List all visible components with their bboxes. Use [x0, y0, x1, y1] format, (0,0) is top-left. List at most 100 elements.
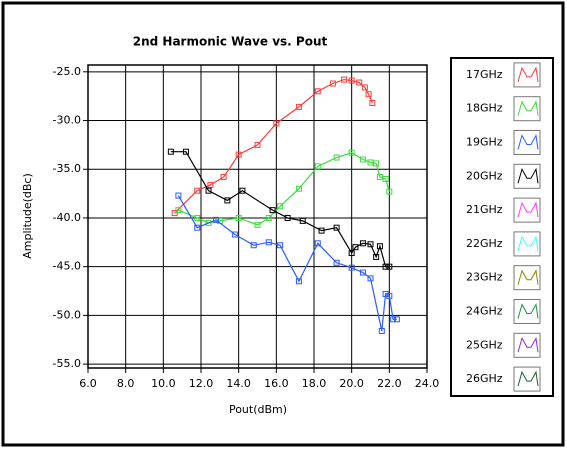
data-point	[329, 80, 336, 87]
legend-label: 19GHz	[466, 136, 503, 149]
data-point	[333, 154, 340, 161]
data-point	[194, 214, 201, 221]
legend-label: 20GHz	[466, 169, 503, 182]
data-point	[348, 149, 355, 156]
data-point	[235, 214, 242, 221]
data-point	[299, 217, 306, 224]
data-point	[373, 253, 380, 260]
data-point	[295, 278, 302, 285]
data-point	[359, 156, 366, 163]
legend-label: 24GHz	[466, 305, 503, 318]
data-point	[213, 216, 220, 223]
x-tick-label: 12.0	[189, 377, 214, 390]
legend-swatch	[513, 163, 541, 189]
data-point	[273, 120, 280, 127]
data-point	[277, 242, 284, 249]
x-axis-label: Pout(dBm)	[229, 403, 287, 416]
plot-area	[87, 64, 428, 369]
legend-swatch	[513, 197, 541, 223]
data-point	[207, 181, 214, 188]
data-point	[277, 203, 284, 210]
data-point	[314, 240, 321, 247]
data-point	[348, 77, 355, 84]
legend-icon	[517, 370, 539, 387]
x-tick-label: 18.0	[302, 377, 327, 390]
data-point	[386, 292, 393, 299]
data-point	[365, 91, 372, 98]
data-point	[194, 224, 201, 231]
legend-swatch	[513, 62, 541, 88]
legend-swatch	[513, 130, 541, 155]
x-tick-label: 6.0	[79, 377, 97, 390]
legend-icon	[517, 167, 539, 184]
x-tick-label: 10.0	[151, 377, 176, 390]
data-point	[167, 148, 174, 155]
legend-icon	[517, 201, 539, 218]
legend-swatch	[513, 299, 541, 324]
data-point	[239, 187, 246, 194]
data-point	[390, 316, 397, 323]
legend-label: 23GHz	[466, 271, 503, 284]
legend-label: 22GHz	[466, 237, 503, 250]
data-point	[265, 214, 272, 221]
data-point	[341, 76, 348, 83]
series-line	[170, 151, 390, 268]
x-tick-label: 14.0	[226, 377, 251, 390]
data-point	[231, 231, 238, 238]
legend-icon	[517, 336, 539, 353]
data-point	[235, 151, 242, 158]
legend-icon	[517, 100, 539, 116]
data-point	[182, 148, 189, 155]
data-point	[314, 88, 321, 95]
data-point	[348, 264, 355, 271]
legend-swatch	[513, 231, 541, 257]
data-point	[359, 240, 366, 247]
data-point	[382, 290, 389, 297]
data-point	[367, 275, 374, 282]
data-point	[175, 192, 182, 199]
chart-title: 2nd Harmonic Wave vs. Pout	[133, 35, 328, 49]
y-tick-label: -25.0	[53, 65, 81, 78]
legend-icon	[517, 302, 539, 319]
x-tick-label: 24.0	[415, 377, 440, 390]
data-point	[378, 327, 385, 334]
x-tick-label: 22.0	[377, 377, 402, 390]
legend-label: 17GHz	[466, 68, 503, 81]
legend-label: 18GHz	[466, 102, 503, 115]
x-tick-label: 8.0	[117, 377, 135, 390]
data-point	[367, 241, 374, 248]
legend-swatch	[513, 366, 541, 392]
legend-label: 26GHz	[466, 372, 503, 385]
data-point	[333, 224, 340, 231]
data-point	[175, 207, 182, 214]
legend-icon	[517, 66, 539, 83]
y-tick-label: -35.0	[53, 162, 81, 175]
data-point	[393, 316, 400, 323]
data-point	[205, 187, 212, 194]
data-point	[352, 244, 359, 251]
data-point	[382, 263, 389, 270]
legend-swatch	[513, 265, 541, 291]
data-point	[361, 84, 368, 91]
data-point	[269, 207, 276, 214]
data-point	[314, 163, 321, 170]
x-tick-label: 20.0	[339, 377, 364, 390]
data-point	[376, 174, 383, 181]
y-axis-label: Amplitude(dBc)	[21, 173, 34, 259]
data-point	[359, 269, 366, 276]
series-line	[177, 195, 397, 332]
data-point	[367, 159, 374, 166]
data-point	[295, 185, 302, 192]
data-point	[386, 188, 393, 195]
data-point	[224, 197, 231, 204]
legend-swatch	[513, 96, 541, 122]
x-tick-label: 16.0	[264, 377, 289, 390]
data-point	[254, 141, 261, 148]
y-tick-label: -45.0	[53, 260, 81, 273]
data-point	[373, 160, 380, 167]
y-tick-label: -50.0	[53, 308, 81, 321]
legend-icon	[517, 235, 539, 252]
y-tick-label: -30.0	[53, 114, 81, 127]
data-point	[348, 250, 355, 257]
